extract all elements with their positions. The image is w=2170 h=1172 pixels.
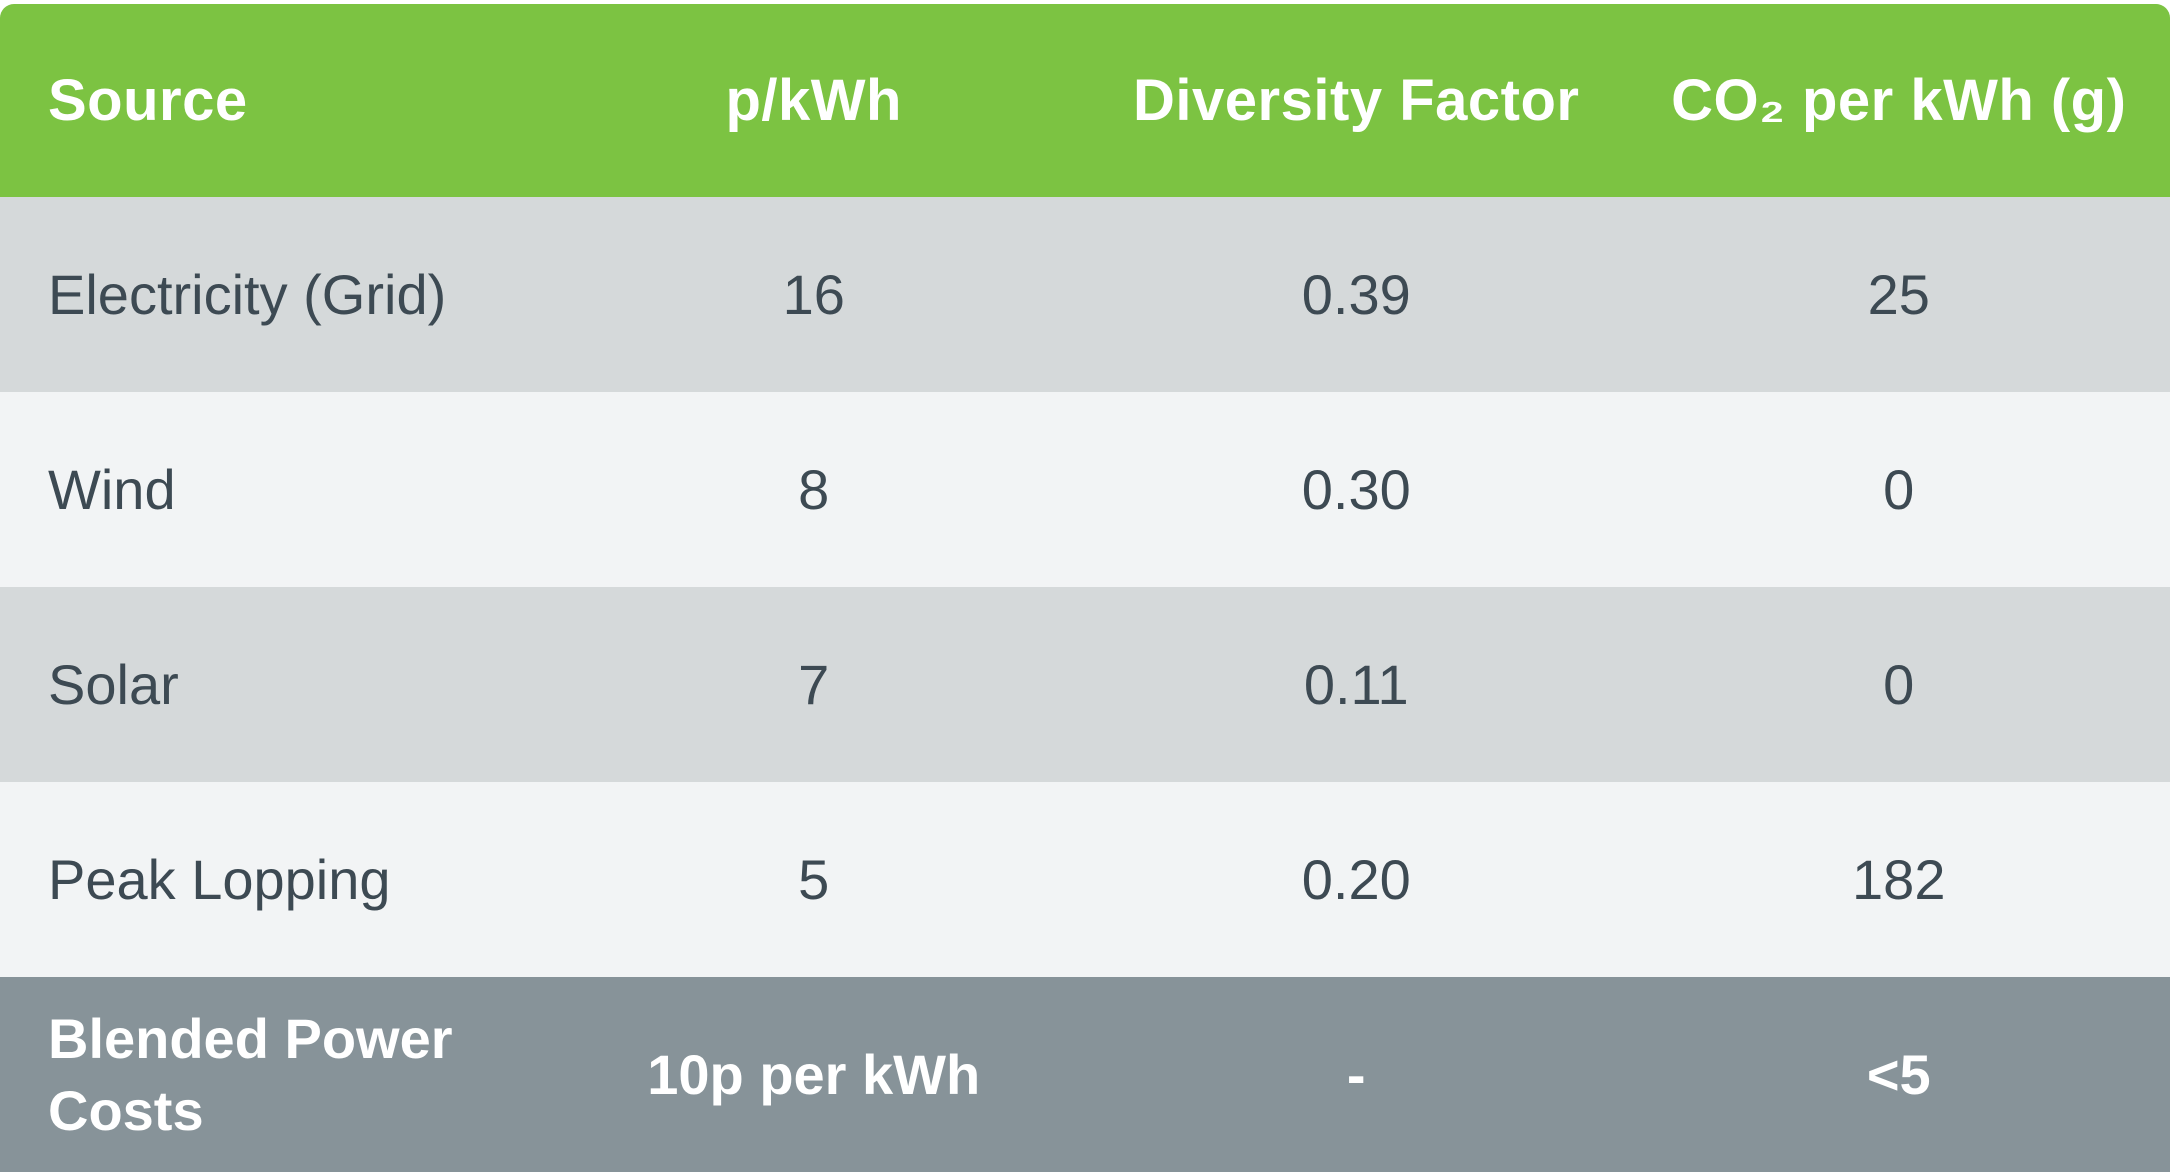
cell-co2-per-kwh: 182 xyxy=(1852,848,1946,911)
cell-p-per-kwh: 7 xyxy=(798,653,830,716)
table-row-solar: Solar 7 0.11 0 xyxy=(0,587,2170,782)
header-cell-co2-per-kwh: CO₂ per kWh (g) xyxy=(1671,68,2127,133)
cell-source: Solar xyxy=(48,653,179,716)
header-cell-p-per-kwh: p/kWh xyxy=(725,68,902,133)
cell-p-per-kwh: 5 xyxy=(798,848,830,911)
header-cell-source: Source xyxy=(48,68,248,133)
footer-cell-diversity-factor: - xyxy=(1346,1042,1366,1106)
table-header-row: Source p/kWh Diversity Factor CO₂ per kW… xyxy=(0,4,2170,197)
cell-diversity-factor: 0.11 xyxy=(1303,653,1409,716)
footer-cell-p-per-kwh: 10p per kWh xyxy=(647,1042,981,1106)
footer-cell-label: Blended Power Costs xyxy=(48,1006,453,1142)
cell-co2-per-kwh: 0 xyxy=(1883,458,1915,521)
cell-source: Wind xyxy=(48,458,176,521)
table-footer-row-blended-power-costs: Blended Power Costs 10p per kWh - <5 xyxy=(0,977,2170,1172)
footer-cell-co2-per-kwh: <5 xyxy=(1866,1042,1931,1106)
power-costs-table: Source p/kWh Diversity Factor CO₂ per kW… xyxy=(0,4,2170,1172)
cell-source: Electricity (Grid) xyxy=(48,263,447,326)
cell-diversity-factor: 0.39 xyxy=(1301,263,1411,326)
cell-source: Peak Lopping xyxy=(48,848,391,911)
table-row-electricity-grid: Electricity (Grid) 16 0.39 25 xyxy=(0,197,2170,392)
header-cell-diversity-factor: Diversity Factor xyxy=(1133,68,1580,133)
cell-co2-per-kwh: 25 xyxy=(1867,263,1930,326)
cell-p-per-kwh: 16 xyxy=(782,263,845,326)
table-row-peak-lopping: Peak Lopping 5 0.20 182 xyxy=(0,782,2170,977)
cell-co2-per-kwh: 0 xyxy=(1883,653,1915,716)
cell-diversity-factor: 0.20 xyxy=(1301,848,1411,911)
table-row-wind: Wind 8 0.30 0 xyxy=(0,392,2170,587)
cell-diversity-factor: 0.30 xyxy=(1301,458,1411,521)
cell-p-per-kwh: 8 xyxy=(798,458,830,521)
